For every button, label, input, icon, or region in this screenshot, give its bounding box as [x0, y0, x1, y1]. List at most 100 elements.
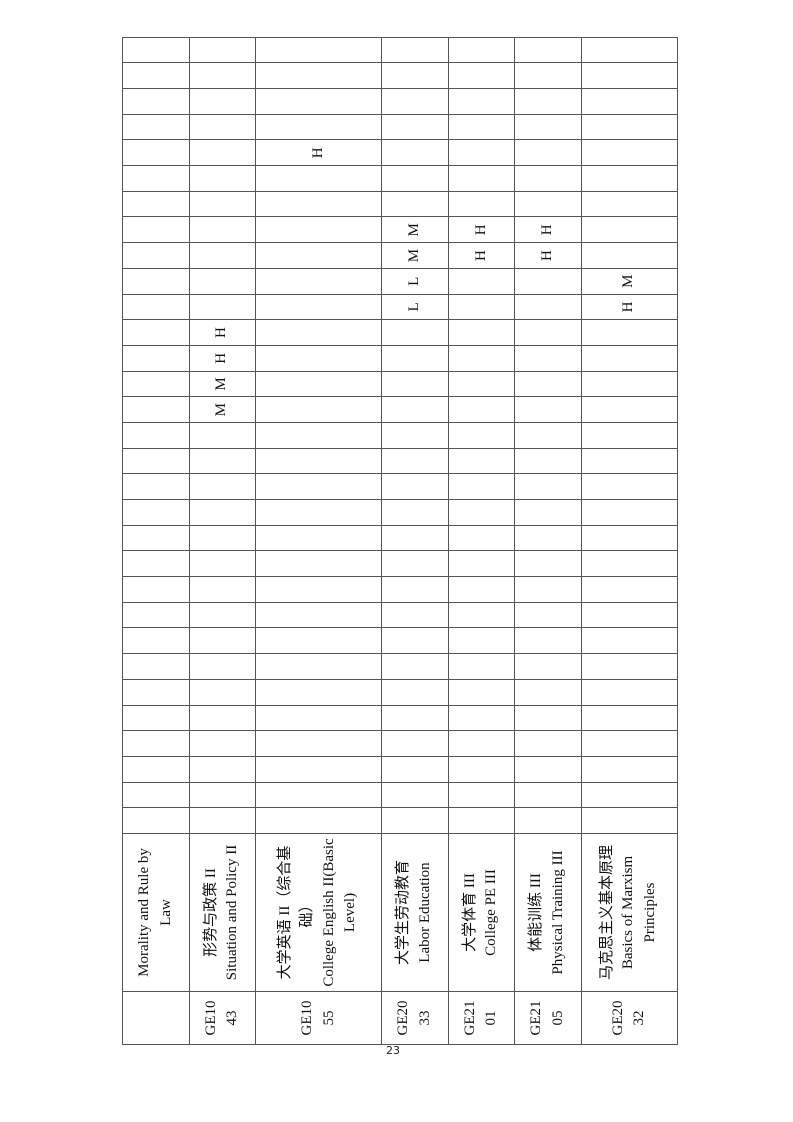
rating-cell: [581, 88, 678, 115]
course-name-cell: 大学英语 II（综合基础） College English II(Basic Le…: [255, 833, 382, 992]
rating-cell: [255, 114, 382, 140]
course-name-line: Situation and Policy II: [224, 844, 241, 981]
rating-cell: [381, 448, 449, 474]
rating-cell: [381, 139, 449, 166]
rating-cell: [581, 62, 678, 89]
rating-cell: [448, 782, 515, 808]
rating-cell: [122, 294, 189, 320]
rating-cell: [514, 88, 582, 115]
rating-cell: [122, 165, 189, 192]
rating-cell: [581, 114, 678, 140]
rating-cell: [581, 550, 678, 577]
rating-cell: [122, 448, 189, 474]
course-name-line: Physical Training III: [549, 850, 566, 975]
course-name-line: 大学英语 II（综合基础）: [277, 845, 315, 980]
rating-cell: M: [189, 371, 256, 397]
rating-cell: [122, 679, 189, 706]
rating-cell: [448, 705, 515, 731]
rating-cell: [514, 114, 582, 140]
rating-cell: [189, 807, 256, 834]
rating-cell: [448, 139, 515, 166]
rating-cell: [189, 268, 256, 295]
table-row: Morality and Rule by Law: [122, 37, 189, 1045]
course-name-line: Morality and Rule by Law: [136, 848, 174, 977]
rating-cell: [381, 576, 449, 603]
rating-cell: L: [381, 268, 449, 295]
rating-cell: [514, 628, 582, 654]
rating-cell: [255, 756, 382, 783]
rating-cell: [189, 499, 256, 526]
rating-cell: [514, 679, 582, 706]
rating-cell: [381, 756, 449, 783]
rating-cell: [514, 37, 582, 63]
rating-cell: [122, 550, 189, 577]
rating-cell: [189, 242, 256, 269]
rating-cell: [381, 114, 449, 140]
course-name-line: Basics of Marxism Principles: [620, 855, 659, 970]
rating-cell: [381, 88, 449, 115]
rating-cell: [581, 705, 678, 731]
rating-cell: H: [255, 139, 382, 166]
rating-cell: [581, 756, 678, 783]
rating-cell: [448, 807, 515, 834]
rating-cell: [122, 88, 189, 115]
rating-cell: [189, 448, 256, 474]
rating-cell: [122, 319, 189, 346]
rating-cell: [448, 448, 515, 474]
rating-cell: [448, 422, 515, 449]
rating-cell: [581, 602, 678, 628]
rating-cell: [581, 448, 678, 474]
rating-cell: [255, 294, 382, 320]
rating-cell: [122, 371, 189, 397]
rating-cell: [448, 165, 515, 192]
rating-cell: [255, 268, 382, 295]
rating-cell: [514, 62, 582, 89]
rating-cell: [255, 679, 382, 706]
rating-cell: [381, 602, 449, 628]
rating-cell: [122, 756, 189, 783]
rating-cell: [189, 679, 256, 706]
course-code-cell: [122, 991, 189, 1045]
rating-cell: [381, 473, 449, 500]
rating-cell: [448, 37, 515, 63]
course-matrix-table-rotated: Morality and Rule by Law GE1043 形势与政策 II Si…: [122, 37, 678, 1045]
rating-cell: [189, 602, 256, 628]
rating-cell: [514, 550, 582, 577]
course-matrix-table: Morality and Rule by Law GE1043 形势与政策 II Si…: [122, 37, 678, 1045]
rating-cell: [255, 602, 382, 628]
rating-cell: [581, 422, 678, 449]
rating-cell: [581, 679, 678, 706]
rating-cell: [189, 756, 256, 783]
rating-cell: [189, 139, 256, 166]
rating-cell: [581, 319, 678, 346]
page-number: 23: [386, 1044, 400, 1057]
rating-cell: [122, 37, 189, 63]
rating-cell: [122, 576, 189, 603]
rating-cell: [514, 165, 582, 192]
course-name-line: Labor Education: [416, 862, 433, 963]
rating-cell: [381, 679, 449, 706]
rating-cell: [255, 576, 382, 603]
rating-cell: [189, 705, 256, 731]
rating-cell: [381, 422, 449, 449]
rating-cell: [581, 782, 678, 808]
course-code-cell: GE1055: [255, 991, 382, 1045]
rating-cell: [122, 422, 189, 449]
rating-cell: H: [581, 294, 678, 320]
course-name-cell: 马克思主义基本原理 Basics of Marxism Principles: [581, 833, 678, 992]
rating-cell: [581, 217, 678, 243]
table-row: GE2033 大学生劳动教育 Labor Education L L M M: [381, 37, 449, 1045]
rating-cell: [448, 653, 515, 680]
rating-cell: [381, 705, 449, 731]
rating-cell: [448, 473, 515, 500]
rating-cell: [189, 782, 256, 808]
rating-cell: [514, 473, 582, 500]
rating-cell: [381, 371, 449, 397]
course-code-cell: GE2105: [514, 991, 582, 1045]
rating-cell: H: [189, 345, 256, 372]
rating-cell: [581, 165, 678, 192]
rating-cell: [255, 422, 382, 449]
course-name-line: 体能训练 III: [528, 873, 545, 952]
rating-cell: [381, 653, 449, 680]
rating-cell: [189, 473, 256, 500]
